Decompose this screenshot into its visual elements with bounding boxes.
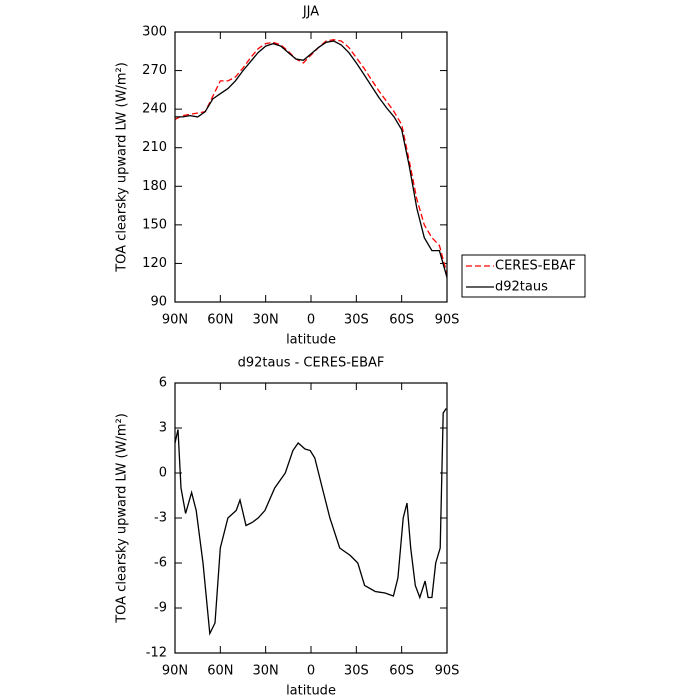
y-tick-label: 90 [150, 295, 167, 310]
y-tick-label: 240 [142, 102, 167, 117]
x-tick-label: 0 [307, 664, 315, 679]
y-tick-label: -6 [154, 556, 167, 571]
x-tick-label: 30S [344, 313, 369, 328]
x-tick-label: 90S [435, 313, 460, 328]
x-tick-label: 60S [389, 313, 414, 328]
legend-box [461, 254, 586, 298]
y-tick-label: 180 [142, 179, 167, 194]
series-line [175, 40, 448, 278]
x-axis-label: latitude [286, 333, 336, 348]
x-tick-label: 90N [162, 313, 188, 328]
plot-frame [174, 382, 448, 654]
x-tick-label: 60N [207, 313, 233, 328]
y-tick-label: 120 [142, 256, 167, 271]
y-tick-label: 6 [159, 376, 167, 391]
x-tick-label: 90S [435, 664, 460, 679]
x-tick-label: 30N [253, 313, 279, 328]
y-axis-label: TOA clearsky upward LW (W/m²) [115, 62, 130, 273]
series-line [174, 408, 447, 636]
y-tick-label: -12 [146, 646, 167, 661]
x-tick-label: 60S [389, 664, 414, 679]
y-tick-label: 0 [159, 466, 167, 481]
y-tick-label: -9 [154, 601, 167, 616]
y-tick-label: 210 [142, 140, 167, 155]
y-tick-label: 150 [142, 217, 167, 232]
x-tick-label: 60N [207, 664, 233, 679]
legend-label: CERES-EBAF [495, 259, 576, 274]
chart-title: JJA [302, 5, 319, 20]
chart-title: d92taus - CERES-EBAF [238, 356, 385, 371]
x-axis-label: latitude [286, 684, 336, 699]
y-tick-label: -3 [154, 511, 167, 526]
series-line [174, 39, 448, 274]
x-tick-label: 30N [253, 664, 279, 679]
plot-frame [174, 31, 448, 303]
legend-label: d92taus [495, 280, 548, 295]
x-tick-label: 30S [344, 664, 369, 679]
y-tick-label: 300 [142, 25, 167, 40]
y-tick-label: 270 [142, 63, 167, 78]
x-tick-label: 90N [162, 664, 188, 679]
y-tick-label: 3 [159, 421, 167, 436]
x-tick-label: 0 [307, 313, 315, 328]
y-axis-label: TOA clearsky upward LW (W/m²) [115, 413, 130, 624]
